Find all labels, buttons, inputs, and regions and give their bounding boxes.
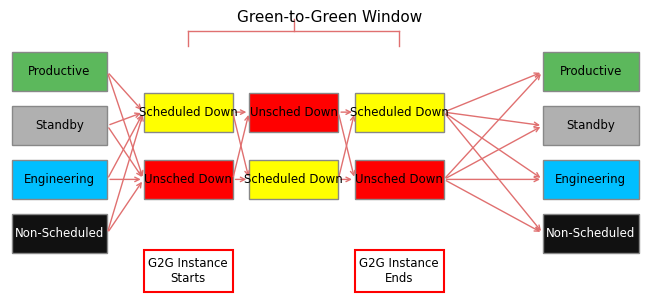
- Text: Standby: Standby: [35, 119, 84, 132]
- Text: Engineering: Engineering: [24, 173, 95, 186]
- FancyBboxPatch shape: [543, 52, 639, 91]
- Text: Engineering: Engineering: [555, 173, 626, 186]
- FancyBboxPatch shape: [12, 52, 107, 91]
- FancyBboxPatch shape: [543, 214, 639, 253]
- FancyBboxPatch shape: [12, 160, 107, 199]
- Text: Non-Scheduled: Non-Scheduled: [15, 227, 104, 240]
- FancyBboxPatch shape: [355, 93, 444, 132]
- FancyBboxPatch shape: [12, 106, 107, 145]
- FancyBboxPatch shape: [543, 106, 639, 145]
- FancyBboxPatch shape: [355, 160, 444, 199]
- Text: Non-Scheduled: Non-Scheduled: [546, 227, 636, 240]
- Text: Productive: Productive: [560, 65, 622, 78]
- Text: Standby: Standby: [566, 119, 615, 132]
- Text: Scheduled Down: Scheduled Down: [350, 106, 449, 119]
- FancyBboxPatch shape: [143, 160, 232, 199]
- Text: Green-to-Green Window: Green-to-Green Window: [238, 10, 422, 25]
- Text: G2G Instance
Ends: G2G Instance Ends: [360, 257, 439, 285]
- Text: Unsched Down: Unsched Down: [144, 173, 232, 186]
- Text: Productive: Productive: [28, 65, 90, 78]
- FancyBboxPatch shape: [249, 93, 338, 132]
- Text: Scheduled Down: Scheduled Down: [244, 173, 343, 186]
- Text: Unsched Down: Unsched Down: [249, 106, 338, 119]
- FancyBboxPatch shape: [12, 214, 107, 253]
- FancyBboxPatch shape: [143, 93, 232, 132]
- FancyBboxPatch shape: [249, 160, 338, 199]
- Text: G2G Instance
Starts: G2G Instance Starts: [148, 257, 228, 285]
- Text: Unsched Down: Unsched Down: [355, 173, 444, 186]
- Text: Scheduled Down: Scheduled Down: [139, 106, 238, 119]
- FancyBboxPatch shape: [543, 160, 639, 199]
